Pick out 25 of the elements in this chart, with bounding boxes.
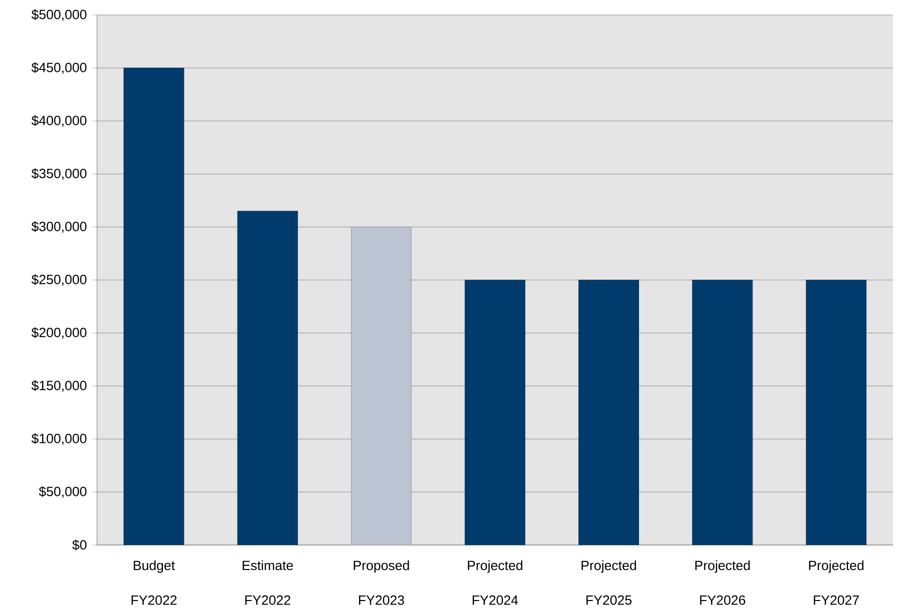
y-tick-label: $250,000 — [31, 274, 86, 286]
category-label: Proposed FY2023 — [354, 560, 409, 605]
y-tick-label: $400,000 — [31, 115, 86, 127]
category-label: Estimate FY2022 — [242, 560, 293, 605]
y-tick-label: $350,000 — [31, 168, 86, 180]
y-tick-label: $200,000 — [31, 327, 86, 339]
bar — [578, 280, 639, 545]
y-tick-label: $450,000 — [31, 62, 86, 74]
y-tick-label: $300,000 — [31, 221, 86, 233]
bar — [692, 280, 753, 545]
bar — [124, 68, 184, 545]
y-tick-label: $500,000 — [31, 9, 86, 21]
y-tick-label: $50,000 — [38, 486, 86, 498]
category-label: Projected FY2027 — [809, 560, 864, 605]
y-tick-label: $0 — [72, 540, 86, 550]
category-label: Projected FY2024 — [468, 560, 522, 605]
category-label: Projected FY2026 — [695, 560, 750, 605]
bar — [806, 280, 866, 545]
bar — [237, 210, 298, 545]
bar — [464, 280, 526, 545]
y-tick-label: $150,000 — [31, 380, 86, 392]
bar — [351, 226, 412, 545]
category-label: Budget FY2022 — [132, 560, 177, 605]
y-tick-label: $100,000 — [31, 433, 86, 445]
category-label: Projected FY2025 — [582, 560, 636, 605]
